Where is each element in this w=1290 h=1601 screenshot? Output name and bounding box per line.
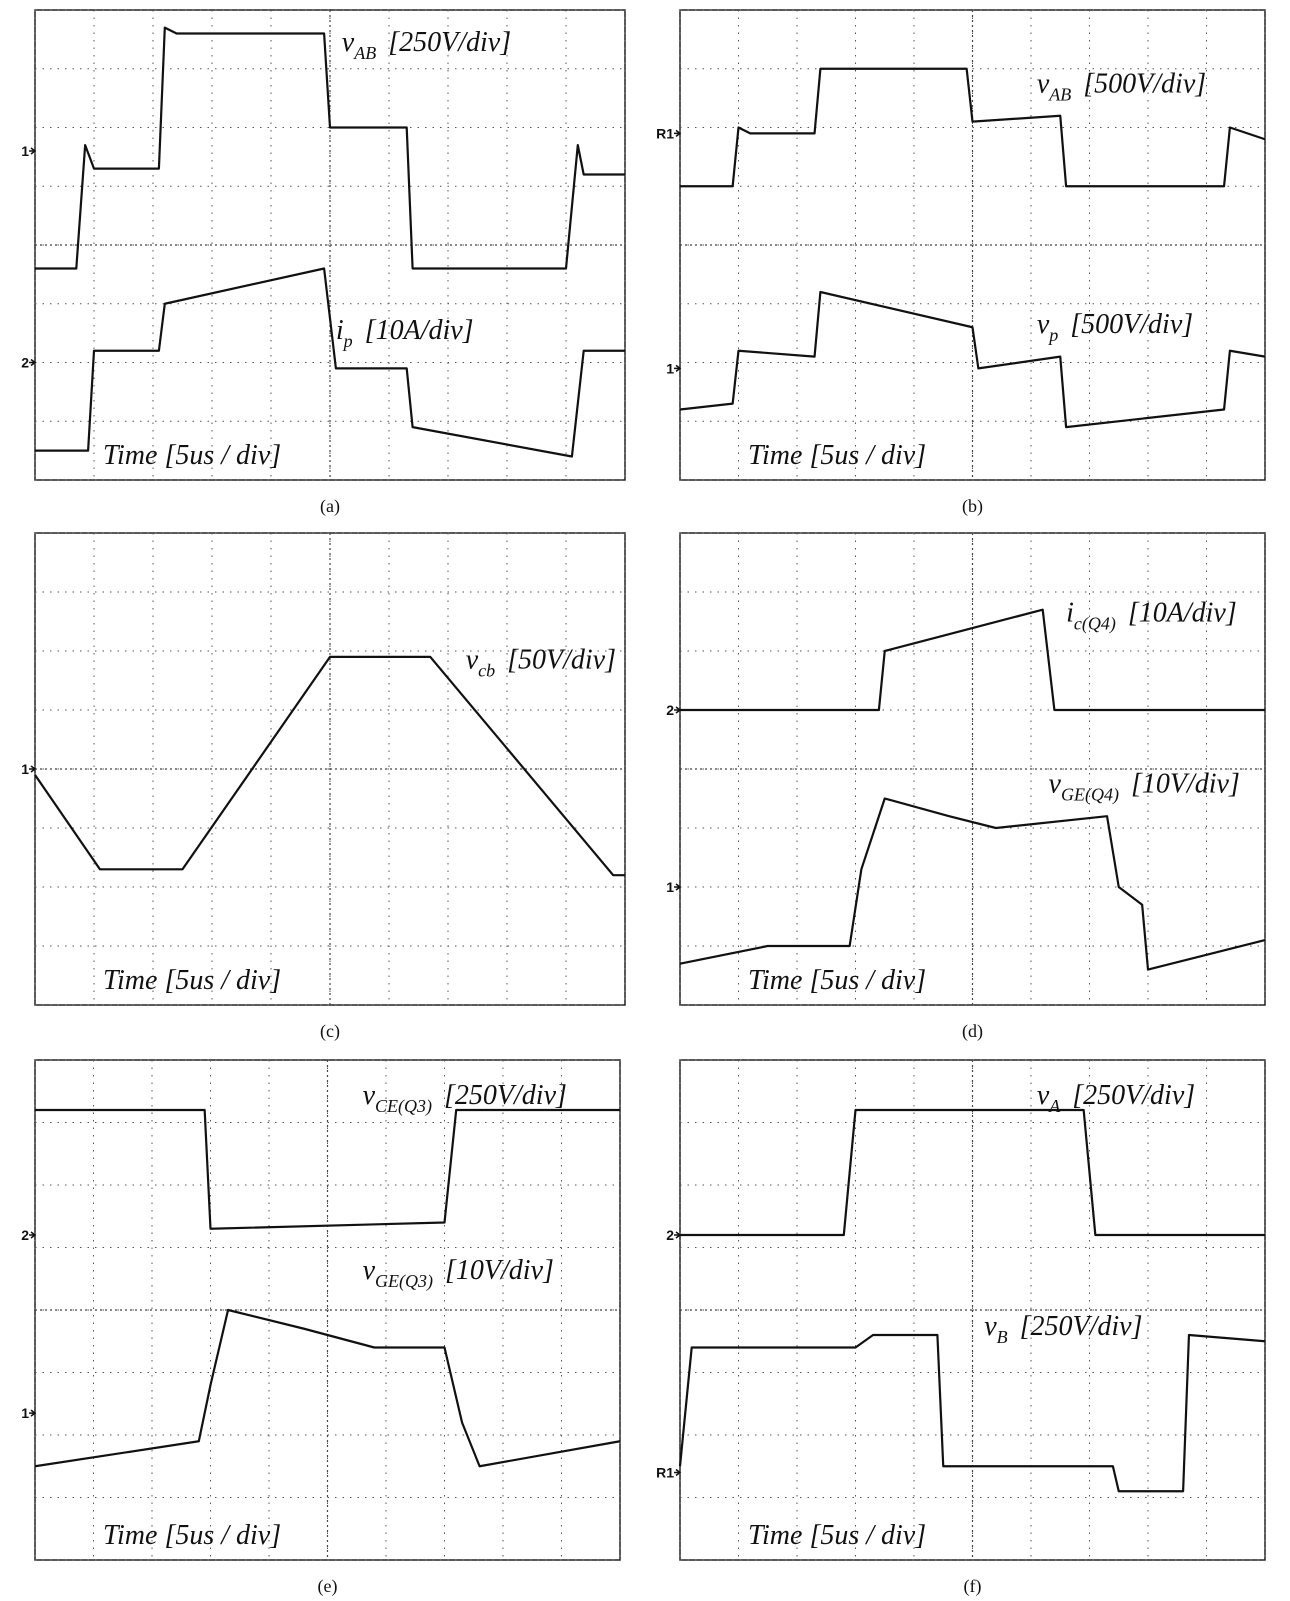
series-label: vcb [50V/div] bbox=[466, 645, 616, 681]
series-subscript: p bbox=[342, 331, 353, 351]
channel-arrow bbox=[674, 707, 680, 713]
series-scale: [10V/div] bbox=[445, 1255, 554, 1286]
channel-arrow bbox=[674, 130, 680, 136]
channel-arrow bbox=[29, 1232, 35, 1238]
series-name: v bbox=[1049, 769, 1062, 800]
series-scale: [250V/div] bbox=[1020, 1311, 1143, 1342]
panel: vcb [50V/div] 1 Time [5us / div] (c) bbox=[21, 533, 625, 1042]
series-subscript: c(Q4) bbox=[1074, 614, 1116, 635]
series-subscript: AB bbox=[1048, 84, 1071, 104]
series-subscript: B bbox=[997, 1327, 1008, 1347]
caption: (b) bbox=[962, 496, 983, 517]
series-scale: [250V/div] bbox=[444, 1080, 567, 1111]
series-scale: [250V/div] bbox=[388, 27, 511, 58]
channel-arrow bbox=[29, 1410, 35, 1416]
channel-marker: 2 bbox=[21, 355, 29, 371]
series-scale: [10A/div] bbox=[1128, 598, 1237, 629]
series-label: vAB [500V/div] bbox=[1037, 68, 1206, 104]
series-name: v bbox=[1037, 1080, 1050, 1111]
series-subscript: CE(Q3) bbox=[375, 1096, 432, 1117]
series-name: v bbox=[1037, 68, 1050, 99]
series-subscript: GE(Q4) bbox=[1061, 785, 1119, 806]
channel-arrow bbox=[29, 766, 35, 772]
series-scale: [10A/div] bbox=[365, 315, 474, 346]
panel: vCE(Q3)[250V/div]vGE(Q3)[10V/div]21Time … bbox=[21, 1060, 620, 1596]
channel-marker: 2 bbox=[666, 1227, 674, 1243]
series-name: v bbox=[363, 1080, 376, 1111]
page: vAB[250V/div]ip[10A/div]12Time [5us / di… bbox=[0, 0, 1290, 1601]
time-label: Time [5us / div] bbox=[748, 1520, 926, 1551]
series-label: ic(Q4) [10A/div] bbox=[1066, 598, 1237, 635]
series-name: v bbox=[342, 27, 355, 58]
series-label: vB [250V/div] bbox=[984, 1311, 1142, 1347]
series-scale: [10V/div] bbox=[1131, 769, 1240, 800]
channel-marker: 1 bbox=[21, 761, 29, 777]
channel-marker: R1 bbox=[656, 1465, 674, 1481]
time-label: Time [5us / div] bbox=[748, 440, 926, 471]
figure: vAB[250V/div]ip[10A/div]12Time [5us / di… bbox=[0, 0, 1290, 1596]
series-name: v bbox=[984, 1311, 997, 1342]
series-subscript: A bbox=[1048, 1096, 1061, 1116]
caption: (c) bbox=[320, 1021, 340, 1042]
channel-arrow bbox=[674, 884, 680, 890]
time-label: Time [5us / div] bbox=[103, 440, 281, 471]
series-label: ip [10A/div] bbox=[336, 315, 474, 351]
caption: (e) bbox=[318, 1576, 338, 1596]
caption: (a) bbox=[320, 496, 340, 517]
channel-arrow bbox=[674, 1470, 680, 1476]
series-label: vp [500V/div] bbox=[1037, 309, 1193, 345]
time-label: Time [5us / div] bbox=[103, 1520, 281, 1551]
series-scale: [500V/div] bbox=[1083, 68, 1206, 99]
series-subscript: cb bbox=[478, 661, 495, 681]
time-label: Time [5us / div] bbox=[103, 965, 281, 996]
series-name: i bbox=[1066, 598, 1074, 629]
series-name: v bbox=[1037, 309, 1050, 340]
channel-marker: 2 bbox=[21, 1227, 29, 1243]
series-label: vGE(Q4) [10V/div] bbox=[1049, 769, 1240, 806]
series-label: vGE(Q3) [10V/div] bbox=[363, 1255, 554, 1292]
panel: vAB [250V/div] ip [10A/div] 1 2 Time [5us / di… bbox=[21, 10, 625, 517]
channel-arrow bbox=[29, 148, 35, 154]
series-subscript: p bbox=[1047, 325, 1058, 345]
channel-arrow bbox=[674, 1232, 680, 1238]
channel-marker: 1 bbox=[666, 360, 674, 376]
series-name: i bbox=[336, 315, 344, 346]
series-scale: [250V/div] bbox=[1072, 1080, 1195, 1111]
series-scale: [500V/div] bbox=[1070, 309, 1193, 340]
panel: ic(Q4) [10A/div] vGE(Q4) [10V/div] 2 1 Time [5… bbox=[666, 533, 1265, 1042]
channel-marker: 1 bbox=[21, 1405, 29, 1421]
series-label: vCE(Q3) [250V/div] bbox=[363, 1080, 567, 1117]
caption: (f) bbox=[964, 1576, 982, 1596]
series-scale: [50V/div] bbox=[507, 645, 616, 676]
channel-marker: 2 bbox=[666, 702, 674, 718]
series-name: v bbox=[363, 1255, 376, 1286]
caption: (d) bbox=[962, 1021, 983, 1042]
series-name: v bbox=[466, 645, 479, 676]
channel-marker: 1 bbox=[21, 143, 29, 159]
series-subscript: GE(Q3) bbox=[375, 1271, 433, 1292]
series-subscript: AB bbox=[353, 43, 376, 63]
channel-arrow bbox=[29, 360, 35, 366]
channel-arrow bbox=[674, 365, 680, 371]
channel-marker: 1 bbox=[666, 879, 674, 895]
channel-marker: R1 bbox=[656, 125, 674, 141]
time-label: Time [5us / div] bbox=[748, 965, 926, 996]
series-label: vAB [250V/div] bbox=[342, 27, 511, 63]
